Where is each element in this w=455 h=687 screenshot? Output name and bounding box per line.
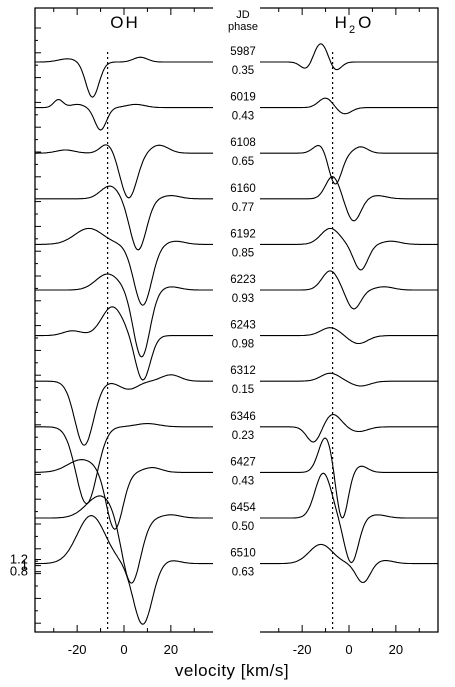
spectrum-h2o-5987 xyxy=(260,43,438,71)
spectrum-h2o-6223 xyxy=(260,270,438,310)
epoch-phase-label: 0.50 xyxy=(232,521,254,533)
epoch-jd-label: 6510 xyxy=(230,548,256,560)
epoch-jd-label: 5987 xyxy=(230,46,256,58)
spectrum-oh-6510 xyxy=(35,515,213,625)
spectrum-oh-5987 xyxy=(35,56,213,98)
h2o-panel-frame xyxy=(260,7,439,633)
epoch-phase-label: 0.98 xyxy=(232,339,254,351)
epoch-jd-label: 6019 xyxy=(230,92,256,104)
epoch-phase-label: 0.23 xyxy=(232,430,254,442)
x-tick-label: -20 xyxy=(68,642,87,657)
spectrum-oh-6108 xyxy=(35,144,213,199)
epoch-jd-label: 6346 xyxy=(230,411,256,423)
epoch-jd-label: 6243 xyxy=(230,320,256,332)
epoch-phase-label: 0.93 xyxy=(232,293,254,305)
epoch-jd-label: 6192 xyxy=(230,228,256,240)
axis-ticks xyxy=(35,8,420,632)
epoch-phase-label: 0.63 xyxy=(232,567,254,579)
spectrum-h2o-6192 xyxy=(260,227,438,271)
epoch-jd-label: 6454 xyxy=(230,502,256,514)
epoch-phase-label: 0.15 xyxy=(232,384,254,396)
epoch-phase-label: 0.85 xyxy=(232,247,254,259)
center-header-label: phase xyxy=(228,21,258,33)
spectrum-h2o-6454 xyxy=(260,472,438,564)
epoch-phase-label: 0.43 xyxy=(232,111,254,123)
epoch-jd-label: 6312 xyxy=(230,365,256,377)
x-tick-label: 0 xyxy=(345,642,352,657)
x-tick-label: 20 xyxy=(164,642,178,657)
spectrum-oh-6223 xyxy=(35,273,213,358)
spectrum-oh-6312 xyxy=(35,374,213,446)
y-scale-label: 1.2 xyxy=(10,552,28,567)
center-header-label: JD xyxy=(236,9,250,21)
epoch-phase-label: 0.77 xyxy=(232,202,254,214)
epoch-phase-label: 0.43 xyxy=(232,475,254,487)
spectrum-h2o-6346 xyxy=(260,414,438,443)
spectrum-oh-6346 xyxy=(35,423,213,505)
spectrum-h2o-6019 xyxy=(260,97,438,115)
spectrum-h2o-6160 xyxy=(260,176,438,222)
spectrum-h2o-6108 xyxy=(260,144,438,185)
x-axis-label: velocity [km/s] xyxy=(175,661,289,680)
spectrum-oh-6427 xyxy=(34,459,213,530)
spectrum-h2o-6427 xyxy=(260,437,438,519)
x-tick-label: 0 xyxy=(120,642,127,657)
spectrum-h2o-6312 xyxy=(260,372,438,387)
x-tick-label: 20 xyxy=(389,642,403,657)
spectrum-oh-6019 xyxy=(35,98,213,131)
epoch-jd-label: 6108 xyxy=(230,137,256,149)
spectrum-oh-6454 xyxy=(35,495,213,584)
spectrum-oh-6192 xyxy=(35,227,213,306)
epoch-phase-label: 0.65 xyxy=(232,156,254,168)
epoch-jd-label: 6160 xyxy=(230,183,256,195)
y-scale-label: 1 xyxy=(21,558,28,573)
epoch-phase-label: 0.35 xyxy=(232,65,254,77)
reference-lines xyxy=(107,52,334,632)
epoch-jd-label: 6223 xyxy=(230,274,256,286)
spectrum-oh-6243 xyxy=(35,306,213,381)
epoch-jd-label: 6427 xyxy=(230,456,256,468)
spectrum-oh-6160 xyxy=(35,185,213,251)
spectrum-h2o-6510 xyxy=(260,543,438,584)
spectrum-h2o-6243 xyxy=(260,327,438,345)
y-scale-label: 0.8 xyxy=(10,564,28,579)
oh-panel-title: OH xyxy=(110,13,140,32)
x-tick-label: -20 xyxy=(293,642,312,657)
spectrum-curves xyxy=(34,43,438,625)
